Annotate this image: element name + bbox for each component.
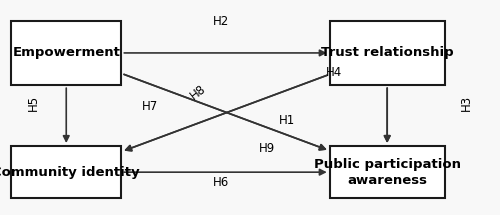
Bar <box>330 146 445 198</box>
Text: H7: H7 <box>142 100 158 113</box>
Bar <box>330 21 445 85</box>
Text: H1: H1 <box>278 114 294 127</box>
Text: H3: H3 <box>460 94 473 111</box>
Text: H4: H4 <box>326 66 342 79</box>
Text: H6: H6 <box>212 176 228 189</box>
Text: Public participation
awareness: Public participation awareness <box>314 158 460 187</box>
Text: H5: H5 <box>27 94 40 111</box>
Text: Community identity: Community identity <box>0 166 140 179</box>
Text: H9: H9 <box>259 142 276 155</box>
Text: H2: H2 <box>212 15 228 28</box>
Text: H8: H8 <box>188 82 209 103</box>
Bar <box>11 146 122 198</box>
Bar <box>11 21 122 85</box>
Text: Trust relationship: Trust relationship <box>321 46 454 59</box>
Text: Empowerment: Empowerment <box>12 46 120 59</box>
